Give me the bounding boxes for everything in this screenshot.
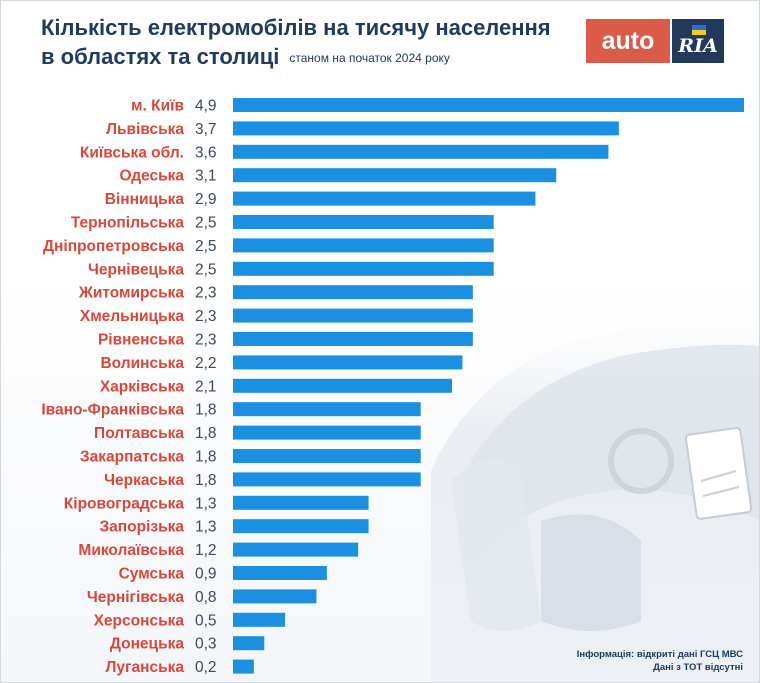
bar-5 bbox=[233, 215, 494, 229]
value-label-2: 3,6 bbox=[195, 144, 217, 161]
category-label-6: Дніпропетровська bbox=[43, 238, 184, 255]
value-label-23: 0,3 bbox=[195, 636, 217, 653]
bar-2 bbox=[233, 144, 609, 159]
title-line-2-text: в областях та столиці bbox=[41, 44, 280, 69]
category-label-19: Миколаївська bbox=[78, 542, 184, 559]
bar-9 bbox=[233, 308, 473, 323]
category-label-24: Луганська bbox=[106, 659, 185, 676]
logo-auto-text: auto bbox=[586, 19, 670, 63]
value-label-0: 4,9 bbox=[195, 98, 217, 115]
category-label-16: Черкаська bbox=[104, 472, 184, 489]
source-line-1: Інформація: відкриті дані ГСЦ МВС bbox=[576, 649, 743, 660]
bar-10 bbox=[233, 332, 473, 346]
bar-7 bbox=[233, 261, 494, 276]
value-label-12: 2,1 bbox=[195, 378, 217, 395]
value-label-16: 1,8 bbox=[195, 472, 217, 489]
category-label-21: Чернігівська bbox=[87, 589, 184, 606]
category-label-11: Волинська bbox=[100, 355, 184, 372]
category-label-20: Сумська bbox=[119, 566, 185, 583]
bar-11 bbox=[233, 355, 463, 370]
value-label-15: 1,8 bbox=[195, 449, 217, 466]
value-label-4: 2,9 bbox=[195, 191, 217, 208]
value-label-9: 2,3 bbox=[195, 308, 217, 325]
bar-20 bbox=[233, 566, 327, 580]
bar-21 bbox=[233, 589, 317, 604]
bar-22 bbox=[233, 612, 286, 627]
value-label-8: 2,3 bbox=[195, 285, 217, 302]
bar-16 bbox=[233, 472, 421, 487]
chart-title: Кількість електромобілів на тисячу насел… bbox=[41, 13, 581, 75]
value-label-21: 0,8 bbox=[195, 589, 217, 606]
bar-14 bbox=[233, 425, 421, 440]
category-label-9: Хмельницька bbox=[80, 308, 185, 325]
category-label-3: Одеська bbox=[120, 168, 185, 185]
ukraine-flag-icon bbox=[692, 25, 706, 35]
autoria-logo: auto RIA bbox=[586, 19, 724, 63]
value-label-6: 2,5 bbox=[195, 238, 217, 255]
bar-3 bbox=[233, 168, 557, 183]
bar-23 bbox=[233, 636, 265, 651]
category-label-17: Кіровоградська bbox=[64, 495, 185, 512]
value-label-24: 0,2 bbox=[195, 659, 217, 676]
bar-17 bbox=[233, 495, 369, 510]
value-label-17: 1,3 bbox=[195, 495, 217, 512]
value-label-19: 1,2 bbox=[195, 542, 217, 559]
bar-8 bbox=[233, 285, 473, 300]
bar-13 bbox=[233, 402, 421, 417]
value-label-1: 3,7 bbox=[195, 121, 217, 138]
bar-1 bbox=[233, 121, 619, 136]
category-label-13: Івано-Франківська bbox=[41, 402, 184, 419]
category-label-22: Херсонська bbox=[94, 612, 185, 629]
title-line-1: Кількість електромобілів на тисячу насел… bbox=[41, 15, 551, 40]
source-line-2: Дані з ТОТ відсутні bbox=[653, 662, 743, 673]
category-label-12: Харківська bbox=[100, 378, 185, 395]
bar-6 bbox=[233, 238, 494, 253]
value-label-14: 1,8 bbox=[195, 425, 217, 442]
value-label-7: 2,5 bbox=[195, 261, 217, 278]
category-label-15: Закарпатська bbox=[80, 449, 184, 466]
bar-15 bbox=[233, 449, 421, 463]
bar-12 bbox=[233, 378, 452, 393]
category-label-23: Донецька bbox=[110, 636, 184, 653]
value-label-3: 3,1 bbox=[195, 168, 217, 185]
bar-19 bbox=[233, 542, 359, 557]
source-note: Інформація: відкриті дані ГСЦ МВС Дані з… bbox=[577, 648, 743, 674]
category-label-10: Рівненська bbox=[98, 332, 184, 349]
value-label-5: 2,5 bbox=[195, 215, 217, 232]
value-label-10: 2,3 bbox=[195, 332, 217, 349]
category-label-4: Вінницька bbox=[105, 191, 185, 208]
category-label-7: Чернівецька bbox=[88, 261, 184, 278]
category-label-5: Тернопільська bbox=[71, 215, 185, 232]
category-label-1: Львівська bbox=[106, 121, 184, 138]
value-label-13: 1,8 bbox=[195, 402, 217, 419]
value-label-11: 2,2 bbox=[195, 355, 217, 372]
value-label-22: 0,5 bbox=[195, 612, 217, 629]
category-label-14: Полтавська bbox=[94, 425, 184, 442]
bar-4 bbox=[233, 191, 536, 206]
bar-18 bbox=[233, 519, 369, 534]
title-line-2: в областях та столиці станом на початок 2… bbox=[41, 42, 581, 75]
category-label-18: Запорізька bbox=[99, 519, 184, 536]
chart-subtitle: станом на початок 2024 року bbox=[289, 51, 450, 65]
value-label-18: 1,3 bbox=[195, 519, 217, 536]
bar-24 bbox=[233, 659, 254, 674]
category-label-8: Житомирська bbox=[78, 285, 185, 302]
category-label-0: м. Київ bbox=[131, 98, 184, 115]
bar-0 bbox=[233, 98, 744, 112]
value-label-20: 0,9 bbox=[195, 566, 217, 583]
category-label-2: Київська обл. bbox=[80, 144, 184, 161]
